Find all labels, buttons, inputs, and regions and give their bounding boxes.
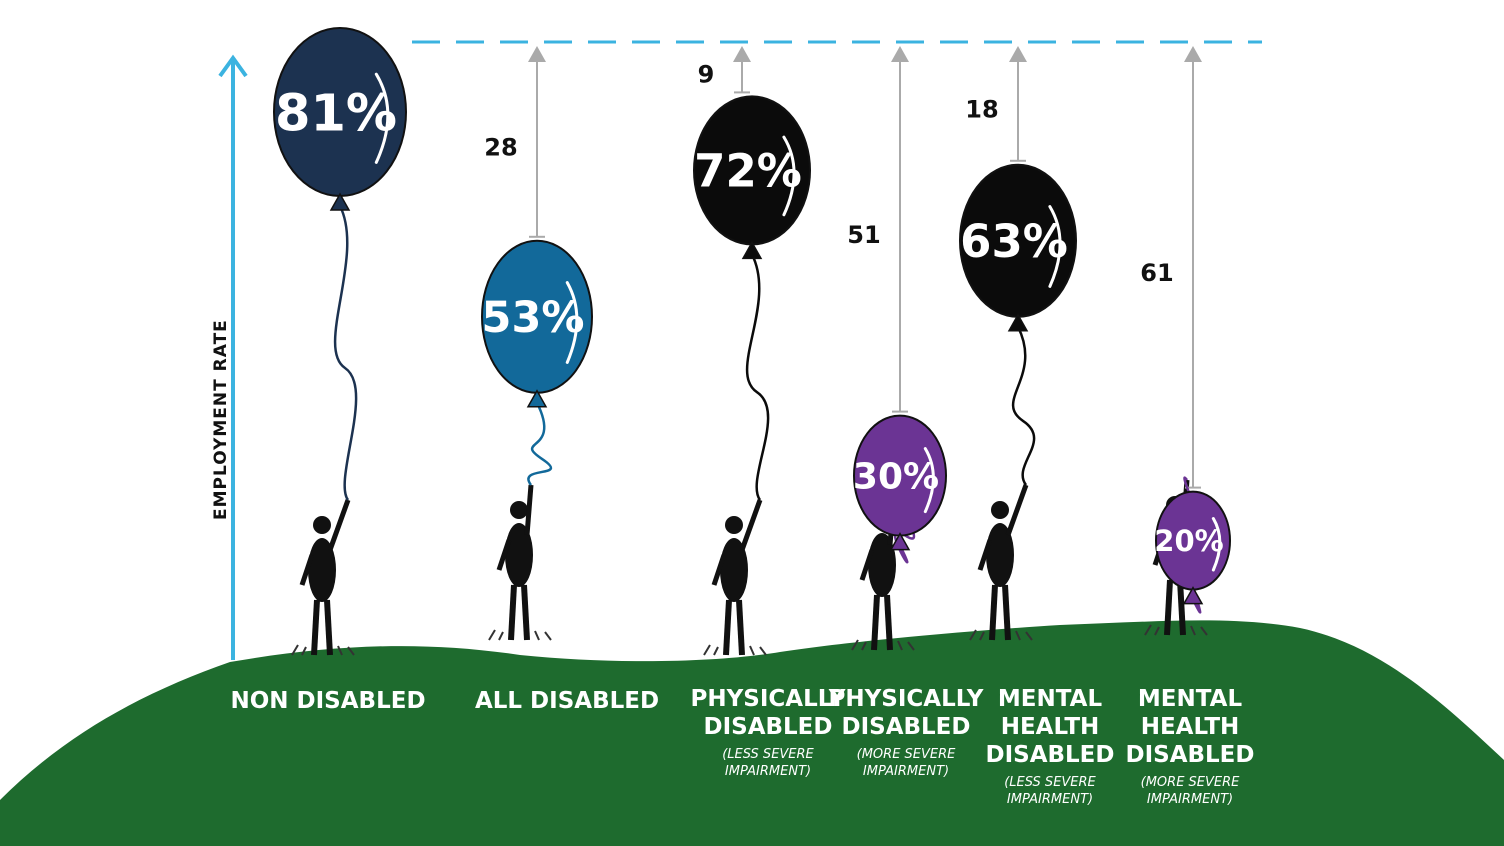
category-sublabel: (LESS SEVERE — [722, 747, 814, 762]
y-axis-label: EMPLOYMENT RATE — [211, 319, 231, 520]
category-label: NON DISABLED — [230, 688, 425, 714]
balloon-value-label: 81% — [275, 84, 397, 143]
gap-arrow-head — [1009, 46, 1027, 62]
balloons-layer: 81% 53% 72% 30% 63% 20% — [273, 27, 1231, 605]
y-axis — [218, 54, 248, 660]
balloon-knot — [1182, 586, 1204, 605]
category-label: DISABLED — [841, 714, 970, 740]
category-label: ALL DISABLED — [475, 688, 659, 714]
balloon-knot — [741, 240, 763, 260]
gap-arrow-head — [528, 46, 546, 62]
gap-value-label: 61 — [1140, 259, 1173, 287]
balloon-string — [527, 402, 553, 486]
category-label: MENTAL — [1138, 686, 1243, 712]
category-sublabel: IMPAIRMENT) — [725, 764, 811, 779]
balloon-value-label: 72% — [694, 145, 802, 198]
category-label: MENTAL — [998, 686, 1103, 712]
gap-value-label: 51 — [847, 221, 880, 249]
gap-value-label: 28 — [484, 133, 517, 161]
balloon-highlight — [374, 72, 390, 164]
balloon-highlight — [1211, 517, 1222, 572]
category-label: DISABLED — [1125, 742, 1254, 768]
y-axis-arrowhead — [218, 54, 248, 78]
balloon-highlight — [782, 135, 796, 217]
strings-layer — [333, 205, 1209, 614]
balloon-string — [1011, 326, 1036, 486]
category-label: HEALTH — [1001, 714, 1100, 740]
gap-arrow-head — [1184, 46, 1202, 62]
balloon-highlight — [565, 281, 579, 364]
person-figure — [291, 499, 355, 656]
category-label: HEALTH — [1141, 714, 1240, 740]
gap-arrow-head — [891, 46, 909, 62]
gap-arrow-head — [733, 46, 751, 62]
category-sublabel: (MORE SEVERE — [1141, 775, 1241, 790]
category-label: DISABLED — [985, 742, 1114, 768]
person-figure — [703, 499, 767, 656]
person-figure — [488, 484, 552, 641]
category-label: DISABLED — [703, 714, 832, 740]
balloon-knot — [526, 389, 548, 408]
balloon-value-label: 20% — [1154, 524, 1223, 558]
category-label: PHYSICALLY — [829, 686, 984, 712]
person-figure — [969, 484, 1033, 641]
gap-value-label: 18 — [965, 95, 998, 123]
gap-value-label: 9 — [698, 60, 715, 88]
balloon-knot — [889, 532, 911, 551]
gap-arrows-layer: 28 9 51 18 61 — [484, 46, 1202, 489]
balloon-string — [745, 253, 770, 501]
balloon-string — [333, 205, 358, 501]
balloon-knot — [329, 192, 351, 211]
balloon-highlight — [923, 447, 935, 514]
balloon-value-label: 63% — [960, 215, 1068, 268]
category-label: PHYSICALLY — [691, 686, 846, 712]
balloon-value-label: 30% — [853, 456, 939, 497]
balloon-highlight — [1048, 205, 1062, 288]
category-sublabel: (LESS SEVERE — [1004, 775, 1096, 790]
category-labels-layer: NON DISABLED ALL DISABLED PHYSICALLYDISABL… — [230, 686, 1254, 807]
balloon-knot — [1007, 313, 1029, 332]
balloon-value-label: 53% — [482, 293, 585, 343]
category-sublabel: IMPAIRMENT) — [1147, 792, 1233, 807]
ground-hill — [0, 620, 1504, 846]
category-sublabel: IMPAIRMENT) — [1007, 792, 1093, 807]
category-sublabel: (MORE SEVERE — [857, 747, 957, 762]
category-sublabel: IMPAIRMENT) — [863, 764, 949, 779]
